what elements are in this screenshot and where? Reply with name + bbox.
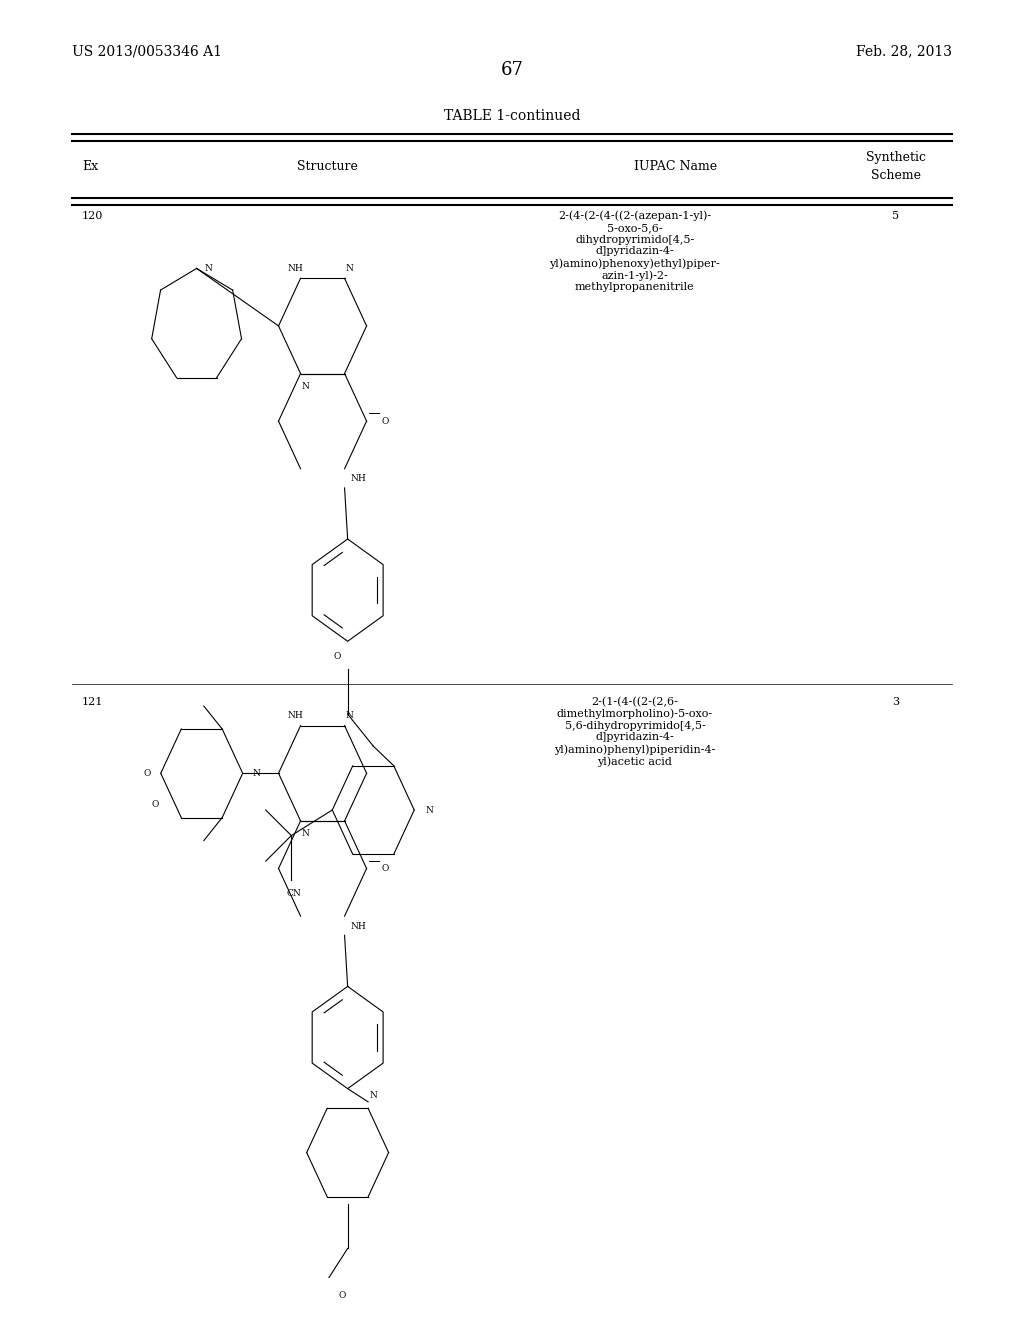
Text: O: O [152, 800, 160, 809]
Text: NH: NH [350, 474, 366, 483]
Text: CN: CN [286, 888, 301, 898]
Text: O: O [339, 1291, 346, 1300]
Text: O: O [381, 865, 389, 873]
Text: Scheme: Scheme [871, 169, 921, 182]
Text: Feb. 28, 2013: Feb. 28, 2013 [856, 45, 952, 58]
Text: NH: NH [288, 264, 303, 273]
Text: Synthetic: Synthetic [866, 150, 926, 164]
Text: TABLE 1-continued: TABLE 1-continued [443, 108, 581, 123]
Text: NH: NH [350, 921, 366, 931]
Text: Structure: Structure [297, 160, 358, 173]
Text: N: N [205, 264, 213, 273]
Text: N: N [346, 264, 353, 273]
Text: 67: 67 [501, 61, 523, 79]
Text: O: O [334, 652, 341, 661]
Text: 2-(4-(2-(4-((2-(azepan-1-yl)-
5-oxo-5,6-
dihydropyrimido[4,5-
d]pyridazin-4-
yl): 2-(4-(2-(4-((2-(azepan-1-yl)- 5-oxo-5,6-… [550, 211, 720, 293]
Text: N: N [252, 768, 260, 777]
Text: IUPAC Name: IUPAC Name [634, 160, 718, 173]
Text: 120: 120 [82, 211, 103, 220]
Text: O: O [381, 417, 389, 425]
Text: 121: 121 [82, 697, 103, 706]
Text: N: N [302, 829, 309, 838]
Text: N: N [346, 711, 353, 719]
Text: 5: 5 [893, 211, 899, 220]
Text: 2-(1-(4-((2-(2,6-
dimethylmorpholino)-5-oxo-
5,6-dihydropyrimido[4,5-
d]pyridazi: 2-(1-(4-((2-(2,6- dimethylmorpholino)-5-… [554, 697, 716, 767]
Text: NH: NH [288, 711, 303, 719]
Text: 3: 3 [893, 697, 899, 706]
Text: N: N [302, 381, 309, 391]
Text: N: N [370, 1092, 377, 1100]
Text: US 2013/0053346 A1: US 2013/0053346 A1 [72, 45, 221, 58]
Text: N: N [426, 805, 433, 814]
Text: Ex: Ex [82, 160, 98, 173]
Text: O: O [143, 768, 152, 777]
